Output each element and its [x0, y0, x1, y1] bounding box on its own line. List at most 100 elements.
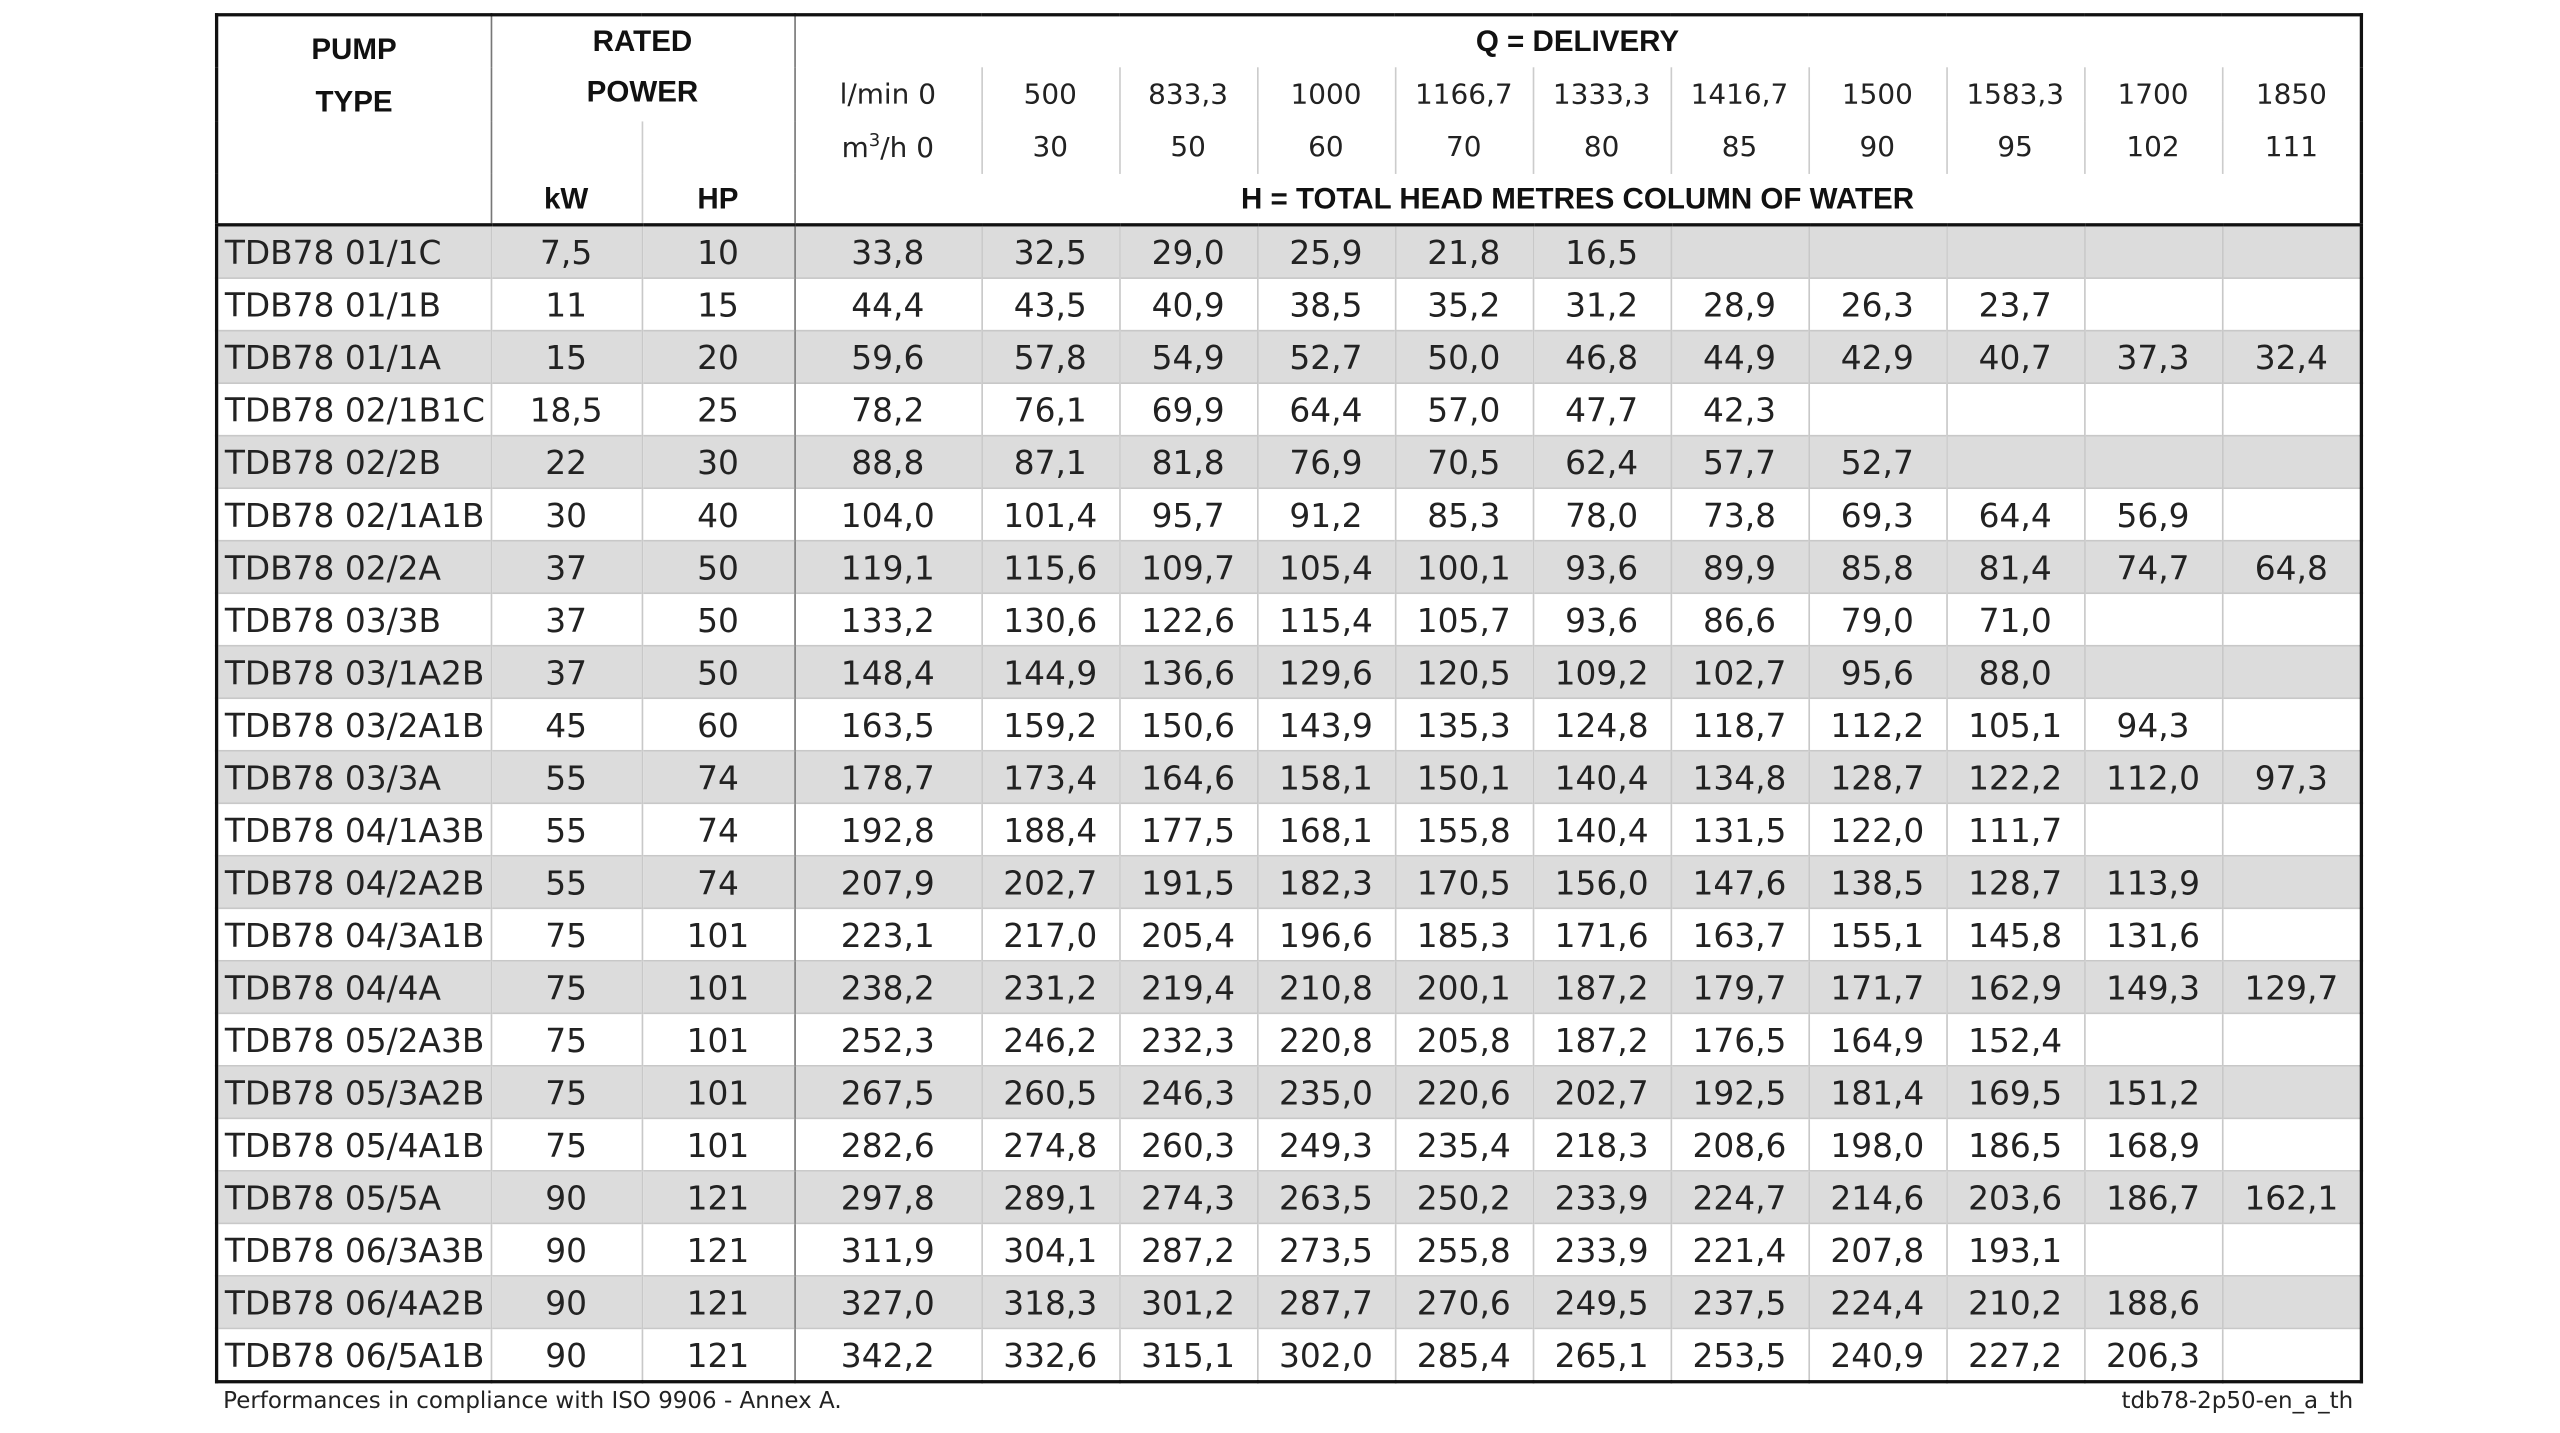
head-value: 327,0 — [793, 1275, 982, 1329]
table-row: TDB78 04/2A2B 55 74 207,9 202,7 191,5 182,3 170… — [216, 854, 2362, 909]
header-text: RATED — [592, 24, 693, 58]
head-value: 237,5 — [1669, 1275, 1809, 1329]
head-value: 86,6 — [1669, 592, 1809, 646]
head-value: 100,1 — [1394, 539, 1533, 594]
head-value — [2083, 1012, 2222, 1066]
head-value — [2221, 644, 2362, 699]
head-value: 252,3 — [793, 1012, 982, 1066]
head-value: 105,1 — [1945, 697, 2085, 751]
pump-type: TDB78 03/3B — [216, 592, 491, 646]
head-value: 104,0 — [793, 487, 982, 541]
head-value: 202,7 — [980, 854, 1120, 909]
power-hp: 101 — [640, 1117, 795, 1171]
table-row: TDB78 03/1A2B 37 50 148,4 144,9 136,6 129,6 120… — [216, 644, 2362, 699]
power-hp: 101 — [640, 959, 795, 1014]
pump-type: TDB78 04/2A2B — [216, 854, 491, 909]
head-value: 54,9 — [1118, 329, 1258, 384]
head-value: 162,1 — [2221, 1170, 2362, 1224]
head-value: 249,5 — [1531, 1275, 1671, 1329]
head-value: 120,5 — [1394, 644, 1533, 699]
head-value: 56,9 — [2083, 487, 2222, 541]
head-value — [1945, 223, 2085, 279]
table-row: TDB78 02/1A1B 30 40 104,0 101,4 95,7 91,2 85,3 7… — [216, 487, 2362, 541]
head-value — [2221, 907, 2362, 961]
power-hp: 40 — [640, 487, 795, 541]
head-value: 164,6 — [1118, 749, 1258, 804]
power-kw: 55 — [489, 802, 642, 856]
head-value: 224,7 — [1669, 1170, 1809, 1224]
power-hp: 15 — [640, 277, 795, 331]
power-hp: 74 — [640, 802, 795, 856]
head-value: 119,1 — [793, 539, 982, 594]
head-value: 129,6 — [1256, 644, 1395, 699]
head-value: 152,4 — [1945, 1012, 2085, 1066]
pump-type-header: PUMP TYPE — [217, 15, 491, 225]
head-value: 302,0 — [1256, 1327, 1395, 1382]
head-value: 135,3 — [1394, 697, 1533, 751]
m3h-exponent: 3 — [868, 129, 881, 152]
head-value: 16,5 — [1531, 223, 1671, 279]
table-row: TDB78 01/1C 7,5 10 33,8 32,5 29,0 25,9 21,8 16,5 — [216, 223, 2362, 279]
head-value: 59,6 — [793, 329, 982, 384]
head-value: 223,1 — [793, 907, 982, 961]
head-value: 140,4 — [1531, 802, 1671, 856]
head-value: 200,1 — [1394, 959, 1533, 1014]
head-value — [1669, 223, 1809, 279]
head-value: 62,4 — [1531, 434, 1671, 489]
head-value: 168,1 — [1256, 802, 1395, 856]
head-value: 188,6 — [2083, 1275, 2222, 1329]
head-value: 240,9 — [1807, 1327, 1947, 1382]
head-value: 115,4 — [1256, 592, 1395, 646]
footer-code: tdb78-2p50-en_a_th — [2121, 1388, 2354, 1415]
pump-type: TDB78 04/3A1B — [216, 907, 491, 961]
power-hp: 50 — [640, 592, 795, 646]
head-value: 176,5 — [1669, 1012, 1809, 1066]
power-kw: 22 — [489, 434, 642, 489]
head-value: 210,8 — [1256, 959, 1395, 1014]
head-value: 173,4 — [980, 749, 1120, 804]
head-value: 171,7 — [1807, 959, 1947, 1014]
head-value: 130,6 — [980, 592, 1120, 646]
head-value: 102,7 — [1669, 644, 1809, 699]
head-value: 113,9 — [2083, 854, 2222, 909]
head-value: 177,5 — [1118, 802, 1258, 856]
header-text: TYPE — [315, 85, 393, 119]
head-value: 95,7 — [1118, 487, 1258, 541]
head-value: 112,2 — [1807, 697, 1947, 751]
head-value: 193,1 — [1945, 1222, 2085, 1276]
head-value: 33,8 — [793, 223, 982, 279]
head-value: 57,0 — [1394, 382, 1533, 436]
head-value — [2221, 1222, 2362, 1276]
lmin-value: 1166,7 — [1394, 67, 1533, 122]
head-value: 282,6 — [793, 1117, 982, 1171]
head-value: 265,1 — [1531, 1327, 1671, 1382]
head-value — [2083, 644, 2222, 699]
table-row: TDB78 03/3A 55 74 178,7 173,4 164,6 158,1 150,1… — [216, 749, 2362, 804]
head-value: 85,3 — [1394, 487, 1533, 541]
head-value: 50,0 — [1394, 329, 1533, 384]
head-value: 148,4 — [793, 644, 982, 699]
head-value: 87,1 — [980, 434, 1120, 489]
head-value: 233,9 — [1531, 1170, 1671, 1224]
table-row: TDB78 02/2B 22 30 88,8 87,1 81,8 76,9 70,5 62,4 5… — [216, 434, 2362, 489]
head-value: 44,4 — [793, 277, 982, 331]
lmin-value: 1700 — [2083, 67, 2222, 122]
head-value: 32,5 — [980, 223, 1120, 279]
head-value: 149,3 — [2083, 959, 2222, 1014]
pump-type: TDB78 01/1B — [216, 277, 491, 331]
head-value: 169,5 — [1945, 1065, 2085, 1119]
head-value: 37,3 — [2083, 329, 2222, 384]
head-value: 274,3 — [1118, 1170, 1258, 1224]
table-row: TDB78 01/1B 11 15 44,4 43,5 40,9 38,5 35,2 31,2 2… — [216, 277, 2362, 331]
head-value — [1807, 382, 1947, 436]
footer-note: Performances in compliance with ISO 9906… — [223, 1388, 842, 1415]
head-value: 88,0 — [1945, 644, 2085, 699]
power-kw: 90 — [489, 1222, 642, 1276]
head-value: 274,8 — [980, 1117, 1120, 1171]
table-row: TDB78 05/2A3B 75 101 252,3 246,2 232,3 220,8 20… — [216, 1012, 2362, 1066]
m3h-value: 80 — [1531, 121, 1671, 174]
head-value — [2083, 382, 2222, 436]
power-hp: 25 — [640, 382, 795, 436]
head-value: 112,0 — [2083, 749, 2222, 804]
head-value: 260,3 — [1118, 1117, 1258, 1171]
